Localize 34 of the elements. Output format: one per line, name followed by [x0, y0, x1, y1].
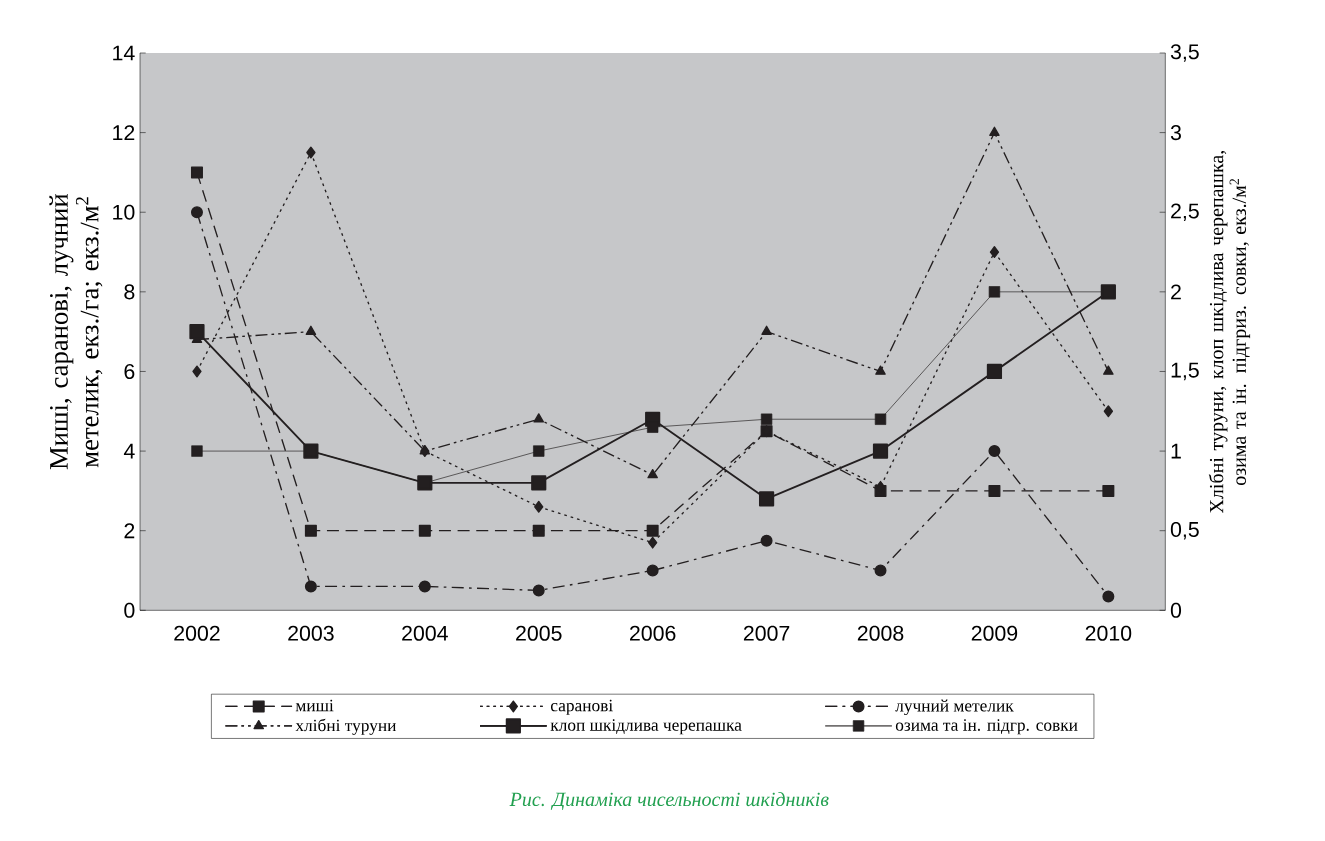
- y2-tick-label: 0,5: [1170, 521, 1199, 540]
- x-tick-label: 2002: [174, 625, 220, 641]
- x-tick-label: 2007: [743, 625, 790, 641]
- y2-tick-label: 0: [1170, 602, 1182, 618]
- legend-label: саранові: [550, 699, 613, 715]
- y-tick-label: 6: [124, 363, 135, 380]
- x-tick-label: 2009: [971, 625, 1018, 641]
- x-tick-label: 2005: [516, 625, 562, 641]
- y2-tick-label: 2: [1171, 284, 1181, 300]
- y-tick-label: 8: [124, 284, 135, 300]
- y2-tick-label: 1: [1171, 443, 1181, 459]
- legend-label: озима та ін. підгр. совки: [895, 719, 1078, 735]
- x-tick-label: 2008: [857, 625, 904, 641]
- y-tick-label: 2: [124, 523, 135, 539]
- y-tick-label: 0: [124, 602, 135, 618]
- y-tick-label: 4: [123, 443, 135, 459]
- y2-tick-label: 2,5: [1171, 203, 1199, 222]
- legend-label: лучний метелик: [895, 699, 1014, 716]
- y2-tick-label: 3,5: [1170, 44, 1199, 62]
- text: Рис. Динаміка чисельності шкідників: [509, 792, 829, 810]
- y-tick-label: 12: [113, 125, 135, 141]
- legend-label: клоп шкідлива черепашка: [550, 719, 742, 735]
- y-axis-title: Миші, саранові, лучний метелик, екз./га; екз./м$^{2}$: [49, 193, 103, 470]
- y2-tick-label: 3: [1170, 125, 1181, 141]
- x-tick-label: 2006: [630, 625, 676, 641]
- x-tick-label: 2004: [402, 625, 448, 641]
- y-tick-label: 10: [113, 204, 135, 220]
- legend-label: миші: [295, 699, 334, 712]
- x-tick-label: 2010: [1085, 625, 1132, 641]
- y-tick-label: 14: [113, 45, 135, 61]
- x-tick-label: 2003: [288, 625, 334, 641]
- legend-label: хлібні туруни: [295, 718, 397, 735]
- y2-axis-title: Хлібні туруни, клоп шкідлива черепашка, озима та ін. підгриз. совки, екз./м$^{2}$: [1208, 151, 1251, 514]
- y2-tick-label: 1,5: [1171, 362, 1199, 381]
